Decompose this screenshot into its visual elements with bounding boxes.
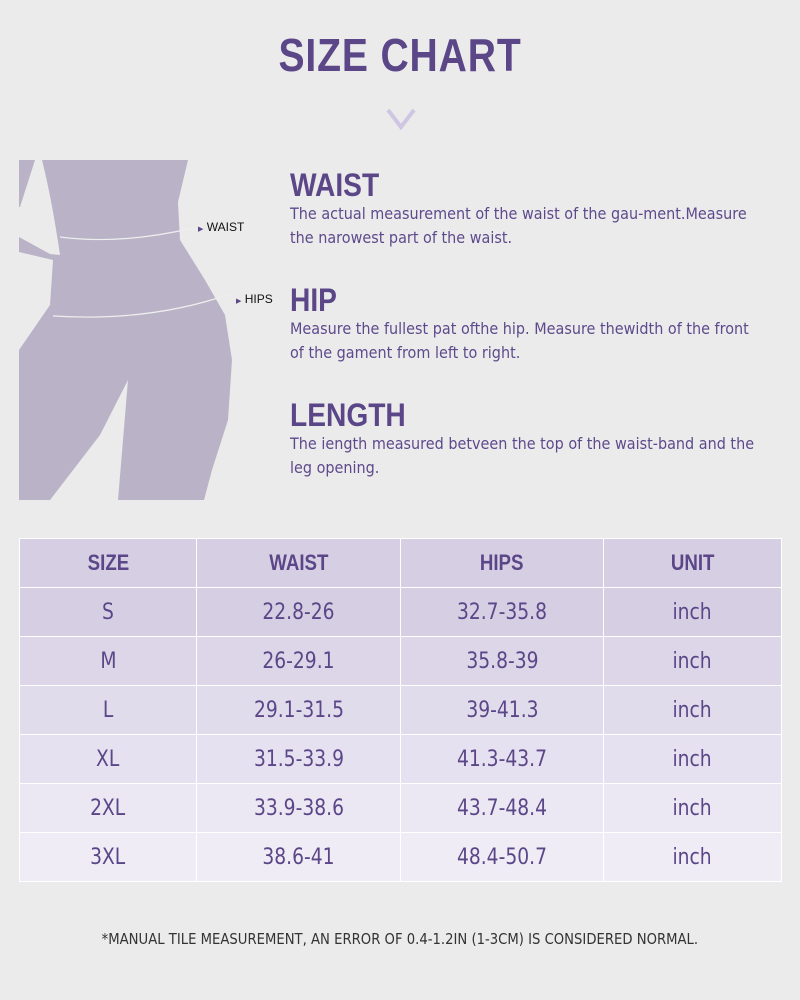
table-cell: 31.5-33.9 (196, 734, 401, 784)
cell-text: 48.4-50.7 (456, 844, 548, 870)
header-text: WAIST (268, 550, 329, 575)
table-cell: XL (19, 734, 197, 784)
cell-text: inch (672, 844, 713, 870)
cell-text: 33.9-38.6 (253, 795, 344, 821)
cell-text: S (102, 599, 114, 625)
waist-marker: ▶ WAIST (198, 220, 244, 234)
section-heading: HIP (290, 282, 337, 318)
table-cell: inch (603, 783, 782, 833)
waist-section: WAIST The actual measurement of the waist… (290, 168, 790, 250)
table-cell: inch (603, 636, 782, 686)
waist-label: WAIST (206, 220, 245, 234)
column-header: UNIT (603, 538, 782, 588)
header-text: UNIT (670, 550, 715, 575)
body-silhouette (19, 160, 232, 500)
table-cell: 29.1-31.5 (196, 685, 401, 735)
cell-text: 35.8-39 (465, 648, 539, 674)
table-row: M 26-29.1 35.8-39 inch (19, 636, 782, 686)
cell-text: 22.8-26 (262, 599, 335, 625)
table-cell: inch (603, 832, 782, 882)
note-text: *MANUAL TILE MEASUREMENT, AN ERROR OF 0.… (101, 930, 699, 948)
cell-text: 39-41.3 (465, 697, 539, 723)
section-text: The iength measured betveen the top of t… (290, 434, 755, 477)
table-cell: 22.8-26 (196, 587, 401, 637)
table-row: 2XL 33.9-38.6 43.7-48.4 inch (19, 783, 782, 833)
triangle-right-icon: ▶ (236, 298, 242, 305)
page-title: SIZE CHART (278, 29, 522, 81)
cell-text: XL (96, 746, 120, 772)
triangle-right-icon: ▶ (198, 226, 204, 233)
hips-label: HIPS (244, 292, 273, 306)
table-cell: 32.7-35.8 (400, 587, 604, 637)
table-cell: 3XL (19, 832, 197, 882)
table-cell: M (19, 636, 197, 686)
cell-text: 38.6-41 (262, 844, 335, 870)
header-text: HIPS (480, 550, 524, 575)
cell-text: L (102, 697, 114, 723)
table-cell: 43.7-48.4 (400, 783, 604, 833)
column-header: SIZE (19, 538, 197, 588)
cell-text: 31.5-33.9 (253, 746, 344, 772)
section-heading: WAIST (290, 167, 380, 203)
table-row: S 22.8-26 32.7-35.8 inch (19, 587, 782, 637)
table-cell: 2XL (19, 783, 197, 833)
hip-section: HIP Measure the fullest pat ofthe hip. Me… (290, 283, 790, 365)
size-table: SIZE WAIST HIPS UNIT S 22.8-26 32.7-35.8 inch M… (19, 538, 782, 882)
cell-text: inch (672, 648, 713, 674)
table-header-row: SIZE WAIST HIPS UNIT (19, 538, 782, 588)
cell-text: 41.3-43.7 (456, 746, 548, 772)
table-cell: inch (603, 587, 782, 637)
section-text: Measure the fullest pat ofthe hip. Measu… (290, 319, 749, 362)
chevron-down-icon (386, 108, 416, 130)
table-cell: 41.3-43.7 (400, 734, 604, 784)
section-text: The actual measurement of the waist of t… (290, 204, 747, 247)
table-cell: 38.6-41 (196, 832, 401, 882)
table-cell: 35.8-39 (400, 636, 604, 686)
table-cell: inch (603, 734, 782, 784)
cell-text: inch (672, 795, 713, 821)
table-cell: 26-29.1 (196, 636, 401, 686)
cell-text: inch (672, 697, 713, 723)
cell-text: inch (672, 599, 713, 625)
table-row: L 29.1-31.5 39-41.3 inch (19, 685, 782, 735)
column-header: HIPS (400, 538, 604, 588)
table-cell: S (19, 587, 197, 637)
cell-text: 26-29.1 (262, 648, 335, 674)
table-row: 3XL 38.6-41 48.4-50.7 inch (19, 832, 782, 882)
table-cell: inch (603, 685, 782, 735)
table-cell: 39-41.3 (400, 685, 604, 735)
table-cell: 48.4-50.7 (400, 832, 604, 882)
cell-text: 32.7-35.8 (456, 599, 548, 625)
table-row: XL 31.5-33.9 41.3-43.7 inch (19, 734, 782, 784)
section-heading: LENGTH (290, 397, 406, 433)
table-cell: L (19, 685, 197, 735)
measurement-note: *MANUAL TILE MEASUREMENT, AN ERROR OF 0.… (0, 930, 800, 948)
cell-text: inch (672, 746, 713, 772)
column-header: WAIST (196, 538, 401, 588)
cell-text: 43.7-48.4 (456, 795, 548, 821)
header-text: SIZE (87, 550, 129, 575)
cell-text: M (99, 648, 117, 674)
length-section: LENGTH The iength measured betveen the to… (290, 398, 790, 480)
table-cell: 33.9-38.6 (196, 783, 401, 833)
cell-text: 29.1-31.5 (253, 697, 344, 723)
hips-marker: ▶ HIPS (236, 292, 273, 306)
cell-text: 2XL (90, 795, 126, 821)
cell-text: 3XL (90, 844, 126, 870)
